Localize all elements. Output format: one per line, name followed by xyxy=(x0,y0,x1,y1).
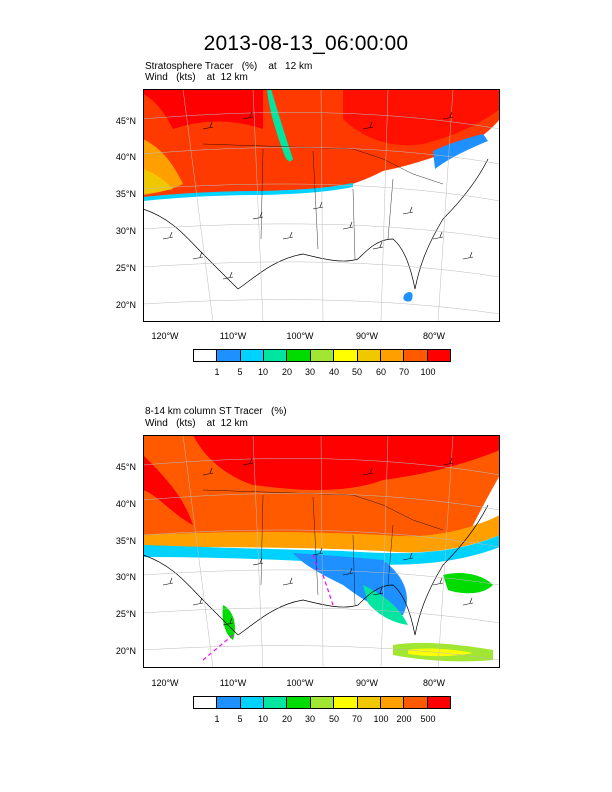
panel1-lat-label: 40°N xyxy=(115,152,136,162)
panel2-lon-label: 110°W xyxy=(219,678,247,688)
figure-title: 2013-08-13_06:00:00 xyxy=(203,32,409,55)
panel1-colorbar-label: 30 xyxy=(304,367,315,377)
panel1-lat-label: 45°N xyxy=(115,116,136,126)
panel2-colorbar-label: 30 xyxy=(304,714,315,724)
panel1-colorbar-label: 1 xyxy=(214,367,220,377)
panel2-colorbar-label: 50 xyxy=(328,714,339,724)
panel2-lon-label: 90°W xyxy=(355,678,379,688)
panel2-colorbar-label: 20 xyxy=(281,714,292,724)
panel1-colorbar-label: 40 xyxy=(328,367,339,377)
panel2-lon-label: 120°W xyxy=(151,678,179,688)
panel2-colorbar-label: 1 xyxy=(214,714,220,724)
panel1-lat-label: 25°N xyxy=(115,263,136,273)
panel2-lon-label: 100°W xyxy=(286,678,314,688)
panel1-colorbar-label: 50 xyxy=(351,367,362,377)
panel2-subtitle-1: 8-14 km column ST Tracer (%) xyxy=(145,406,287,417)
panel2-colorbar-label: 500 xyxy=(420,714,436,724)
panel2-lon-label: 80°W xyxy=(422,678,446,688)
panel1-lon-label: 100°W xyxy=(286,331,314,341)
panel1-lon-label: 80°W xyxy=(422,331,446,341)
panel2-colorbar-label: 70 xyxy=(351,714,362,724)
panel2-colorbar-label: 100 xyxy=(373,714,389,724)
panel1-colorbar xyxy=(193,349,451,362)
panel2-colorbar-label: 5 xyxy=(237,714,243,724)
panel2-lat-label: 40°N xyxy=(115,499,136,509)
panel2-colorbar xyxy=(193,696,451,709)
panel1-colorbar-label: 5 xyxy=(237,367,243,377)
panel1-lon-label: 110°W xyxy=(219,331,247,341)
panel1-lon-label: 120°W xyxy=(151,331,179,341)
panel2-subtitle-2: Wind (kts) at 12 km xyxy=(145,418,248,429)
panel2-lat-label: 20°N xyxy=(115,646,136,656)
panel2-lat-label: 25°N xyxy=(115,609,136,619)
panel2-colorbar-label: 200 xyxy=(396,714,412,724)
panel1-colorbar-label: 100 xyxy=(420,367,436,377)
panel2-colorbar-label: 10 xyxy=(257,714,268,724)
panel1-colorbar-label: 60 xyxy=(375,367,386,377)
panel1-map xyxy=(143,89,500,322)
panel1-lat-label: 20°N xyxy=(115,300,136,310)
panel2-lat-label: 30°N xyxy=(115,572,136,582)
panel1-colorbar-label: 10 xyxy=(257,367,268,377)
panel1-colorbar-label: 70 xyxy=(398,367,409,377)
panel2-map xyxy=(143,435,500,668)
panel1-colorbar-label: 20 xyxy=(281,367,292,377)
panel1-lat-label: 30°N xyxy=(115,226,136,236)
panel2-lat-label: 35°N xyxy=(115,536,136,546)
panel1-subtitle-1: Stratosphere Tracer (%) at 12 km xyxy=(145,61,313,72)
panel2-lat-label: 45°N xyxy=(115,462,136,472)
panel1-subtitle-2: Wind (kts) at 12 km xyxy=(145,72,248,83)
panel1-lon-label: 90°W xyxy=(355,331,379,341)
panel1-lat-label: 35°N xyxy=(115,189,136,199)
